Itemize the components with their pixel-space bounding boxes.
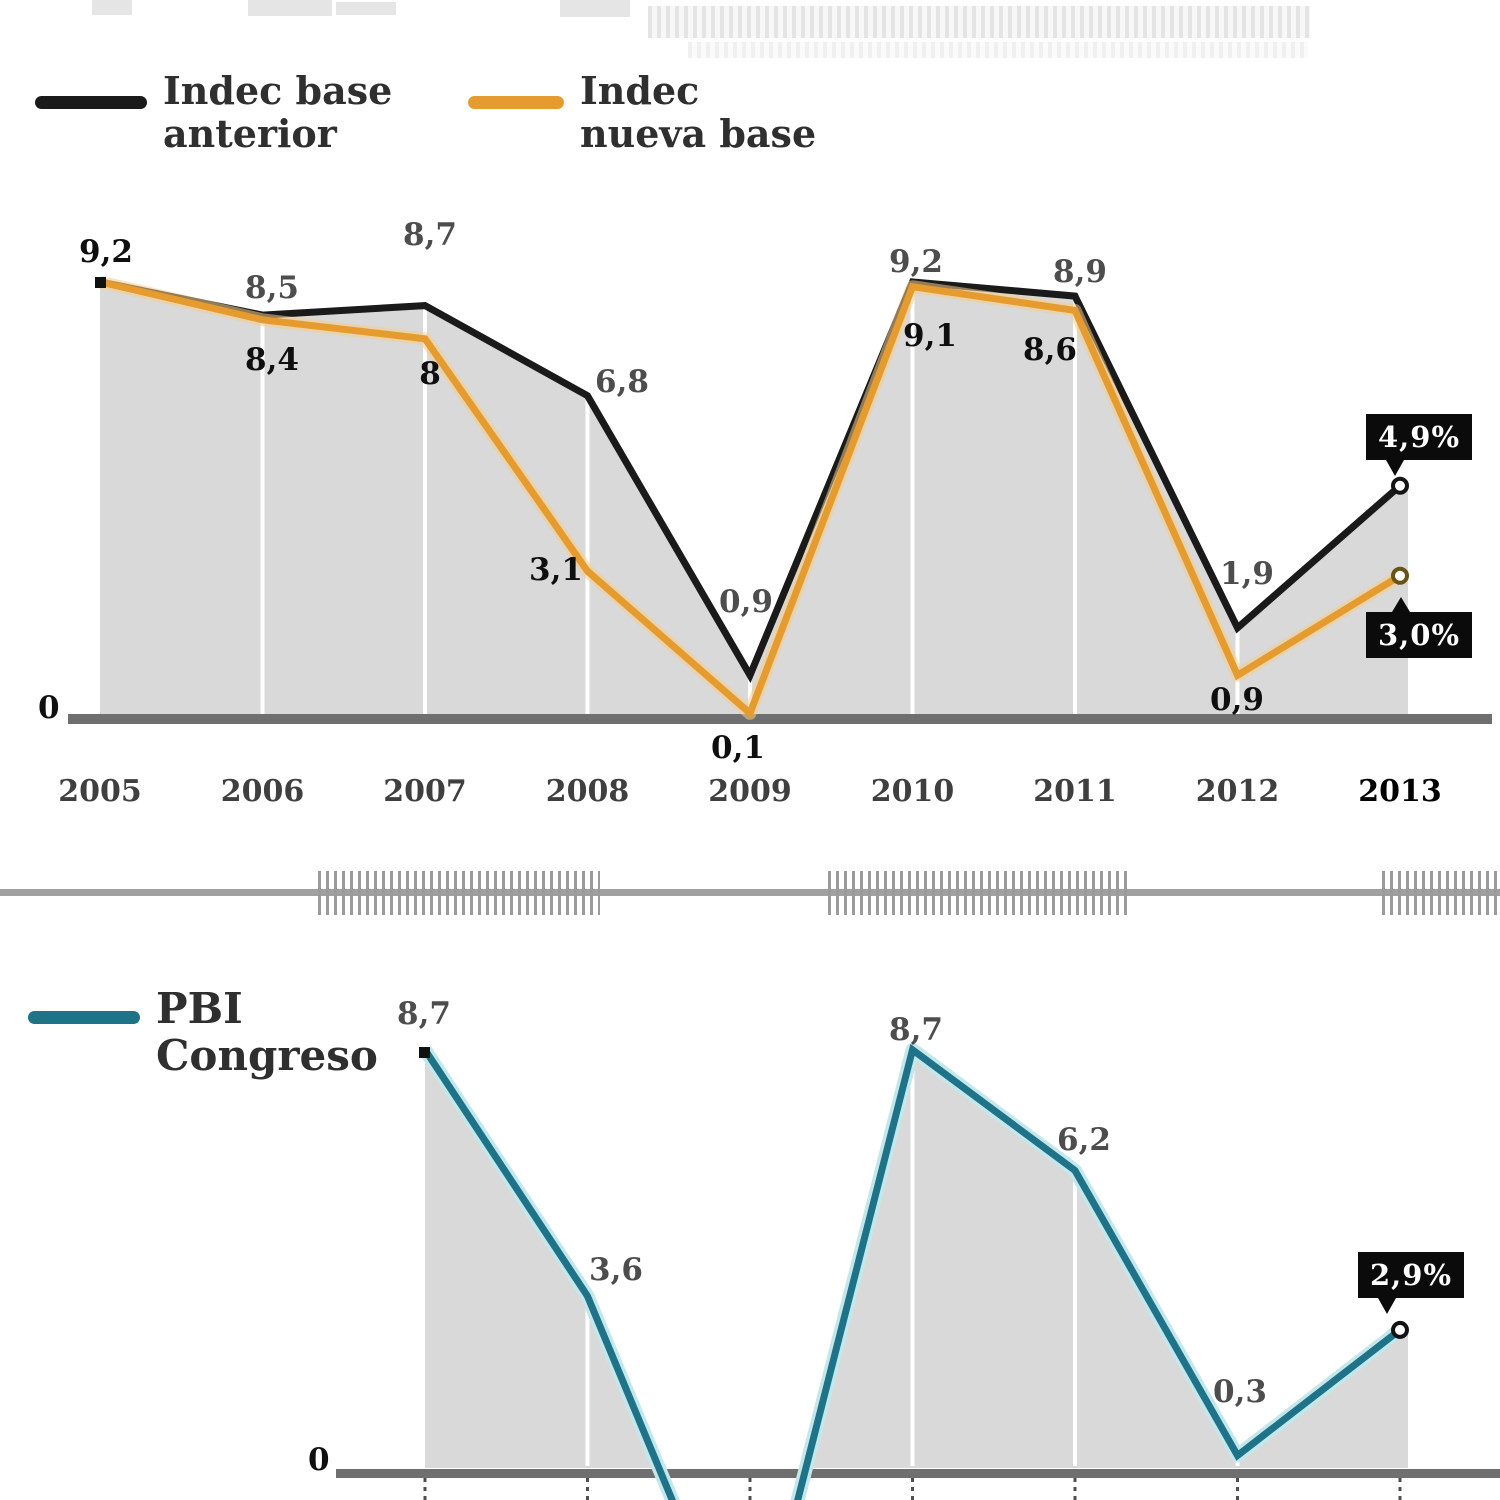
y-axis-zero-label-bottom-chart: 0	[308, 1442, 330, 1478]
badge-2013-indec-base-anterior: 4,9%	[1366, 414, 1473, 476]
start-point-marker-top-chart	[95, 277, 106, 288]
legend-indec-nueva-base: Indec nueva base	[468, 68, 817, 156]
legend-pbi-congreso: PBI Congreso	[28, 985, 378, 1079]
y-axis-zero-label-top-chart: 0	[38, 690, 60, 726]
end-point-marker-orange-line	[1391, 566, 1409, 585]
line-indec-nueva-base	[99, 278, 1402, 720]
end-point-marker-black-line	[1391, 476, 1409, 495]
legend-label: Indec base	[163, 68, 393, 113]
line-indec-base-anterior	[99, 278, 1403, 684]
legend-swatch-black-line	[35, 96, 147, 109]
legend-label: nueva base	[580, 110, 817, 156]
bottom-chart-x-axis	[336, 1469, 1500, 1478]
legend-swatch-orange-line	[468, 96, 564, 109]
legend-indec-base-anterior: Indec base anterior	[35, 68, 393, 156]
start-point-marker-bottom-chart	[419, 1047, 430, 1058]
legend-label: Congreso	[156, 1031, 378, 1081]
legend-label: PBI	[156, 984, 243, 1033]
top-chart-x-axis	[68, 714, 1492, 724]
top-chart-area-fill	[100, 281, 1408, 718]
end-point-marker-teal-line	[1391, 1320, 1409, 1339]
bottom-chart-area-fill	[425, 1049, 1408, 1468]
badge-2013-pbi-congreso: 2,9%	[1358, 1252, 1465, 1314]
badge-2013-indec-nueva-base: 3,0%	[1366, 597, 1473, 658]
legend-label: anterior	[163, 110, 337, 156]
legend-swatch-teal-line	[28, 1011, 140, 1024]
line-pbi-congreso	[422, 1043, 1403, 1500]
legend-label: Indec	[580, 68, 700, 113]
